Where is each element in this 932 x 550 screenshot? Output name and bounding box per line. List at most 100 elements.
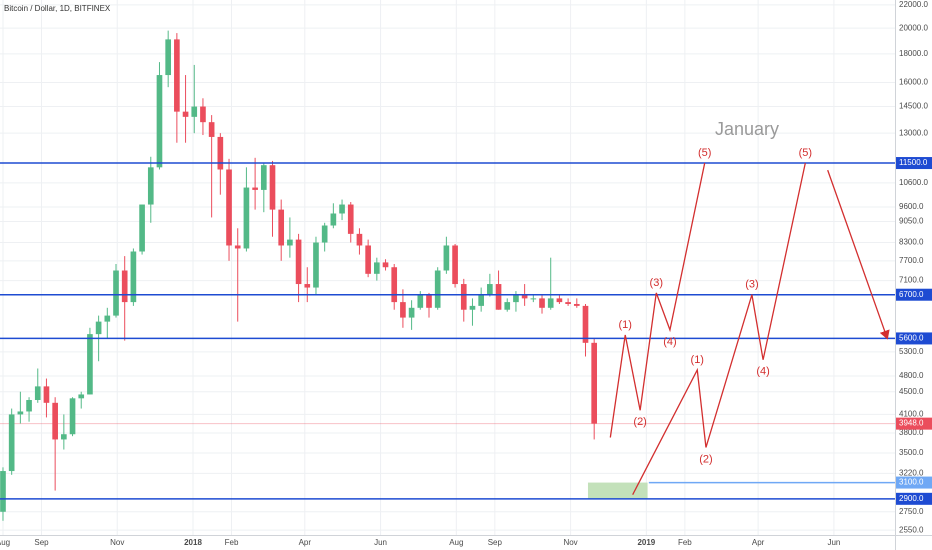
candle-body [513,294,519,303]
wave-label: (1) [691,354,704,366]
y-tick-label: 7700.0 [899,256,924,265]
candle-body [443,245,450,271]
candle-body [521,294,528,299]
wave-path [632,162,806,495]
candle-body [565,302,571,304]
candle-body [469,305,476,310]
y-tick-label: 10600.0 [899,178,928,187]
candle-body [426,294,432,308]
annotation: January [715,119,779,139]
wave-label: (5) [799,147,812,159]
candle-body [260,165,267,190]
x-tick-label: 2019 [637,538,655,547]
x-tick-label: Nov [110,538,124,547]
y-tick-label: 3500.0 [899,448,924,457]
candle-body [400,302,406,318]
candle-body [460,284,467,310]
last-price-box [896,417,932,430]
candle-body [156,75,163,168]
wave-label: (2) [633,416,646,428]
y-tick-label: 4800.0 [899,371,924,380]
level-label-box [896,157,932,170]
wave-label: (1) [619,319,632,331]
candle-body [330,213,337,226]
level-label-box [896,332,932,345]
candle-body [61,434,67,440]
x-tick-label: Feb [678,538,692,547]
zone [587,482,648,499]
wave-label: (2) [699,453,712,465]
candle-body [573,303,580,306]
candle-body [0,471,6,512]
candle-body [208,122,215,137]
candle-body [556,298,563,303]
candle-body [174,39,180,112]
candle-body [391,267,398,303]
candle-body [347,204,354,234]
candle-body [95,321,102,335]
y-tick-label: 9600.0 [899,202,924,211]
candle-body [408,307,415,318]
candle-body [495,284,502,310]
candle-body [295,239,302,285]
y-tick-label: 3800.0 [899,428,924,437]
candle-body [269,165,276,210]
candle-body [591,342,598,424]
last-price-label: 3948.0 [899,419,924,428]
x-tick-label: Nov [563,538,577,547]
candle-body [547,298,554,308]
x-tick-label: Sep [34,538,49,547]
candle-body [243,187,250,249]
candle-body [234,245,241,249]
candle-body [43,386,50,403]
y-tick-label: 14500.0 [899,102,928,111]
candle-body [417,294,424,308]
wave-path [609,162,706,438]
candle-body [321,225,328,243]
plot: (1) (2) (3) (4) (5) (1) (2) (3) (4) (5) [0,30,895,521]
y-tick-label: 13000.0 [899,128,928,137]
y-tick-label: 9050.0 [899,217,924,226]
x-tick-label: 2018 [184,538,202,547]
candle-body [278,209,285,246]
x-tick-label: Feb [225,538,239,547]
candle-body [339,204,345,214]
candle-body [8,414,15,472]
wave-label: (3) [745,279,758,291]
y-tick-label: 4100.0 [899,410,924,419]
arrow [827,169,890,340]
candle-body [78,394,85,399]
candle-body [52,402,58,440]
wave-label: (4) [756,366,769,378]
x-tick-label: Sep [488,538,503,547]
candle-body [452,245,458,285]
level-label: 11500.0 [899,158,928,167]
candle-body [121,270,128,303]
y-tick-label: 3220.0 [899,468,924,477]
candle-body [26,399,32,412]
level-label: 2900.0 [899,494,924,503]
candle-body [304,284,311,288]
candle-body [87,334,93,395]
candle-body [374,262,380,274]
candle-body [434,270,441,308]
candle-body [182,111,189,117]
candle-body [539,298,545,308]
x-tick-label: Aug [449,538,463,547]
candle-body [165,39,171,76]
candle-body [487,284,493,295]
candle-body [582,305,589,343]
candle-body [113,270,119,316]
candle-body [200,106,206,123]
candle-body [478,294,484,306]
candle-body [34,386,41,400]
level-label: 5600.0 [899,334,924,343]
level-label-box [896,476,932,489]
x-tick-label: Apr [299,538,312,547]
wave-label: (5) [698,147,711,159]
y-tick-label: 22000.0 [899,0,928,9]
candle-body [139,204,145,252]
level-label: 6700.0 [899,290,924,299]
y-tick-label: 2750.0 [899,507,924,516]
